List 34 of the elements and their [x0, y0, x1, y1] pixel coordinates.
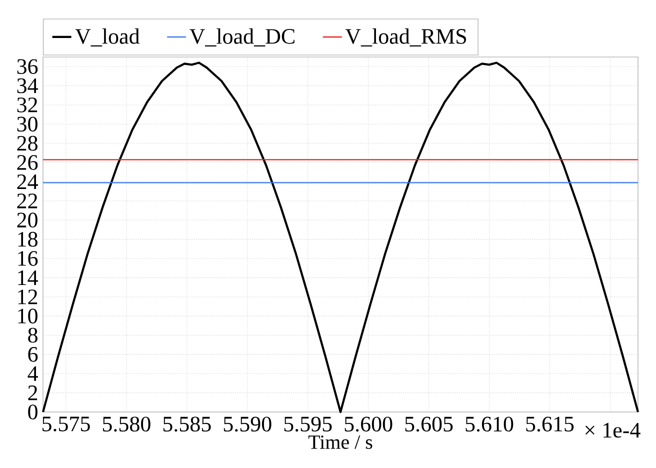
y-tick-label: 2	[28, 386, 38, 400]
y-tick-label: 28	[17, 136, 38, 151]
x-tick-label: 5.600	[344, 416, 392, 432]
y-tick-label: 18	[18, 232, 38, 247]
legend-label: V_load_DC	[190, 28, 294, 46]
legend-label: V_load	[75, 28, 140, 46]
y-tick-label: 22	[17, 194, 38, 208]
y-tick-label: 4	[28, 366, 38, 381]
line-series	[42, 62, 640, 414]
y-tick-label: 30	[17, 116, 38, 132]
y-tick-label: 16	[18, 251, 38, 266]
x-tick-label: 5.605	[405, 416, 453, 432]
y-tick-label: 0	[28, 404, 38, 420]
x-tick-label: 5.610	[466, 416, 514, 432]
y-tick-label: 24	[17, 174, 38, 190]
x-tick-label: 5.590	[224, 416, 272, 432]
x-tick-label: 5.580	[102, 416, 150, 432]
y-tick-label: 6	[28, 347, 38, 362]
x-tick-label: 5.595	[284, 416, 332, 432]
x-tick-label: 5.585	[163, 416, 211, 432]
y-tick-label: 34	[17, 78, 38, 94]
legend-label: V_load_RMS	[345, 28, 466, 46]
text: × 1e-4	[585, 422, 640, 438]
y-tick-label: 32	[17, 98, 38, 112]
y-tick-label: 36	[17, 59, 38, 74]
y-tick-label: 12	[18, 290, 38, 304]
y-tick-label: 20	[17, 212, 38, 228]
y-tick-label: 26	[17, 155, 38, 170]
x-tick-label: 5.615	[526, 416, 574, 432]
y-tick-label: 14	[18, 270, 38, 285]
x-axis-title: Time / s	[308, 435, 372, 449]
x-tick-label: 5.575	[42, 416, 90, 432]
y-tick-label: 8	[28, 328, 38, 343]
y-tick-label: 10	[18, 308, 38, 324]
